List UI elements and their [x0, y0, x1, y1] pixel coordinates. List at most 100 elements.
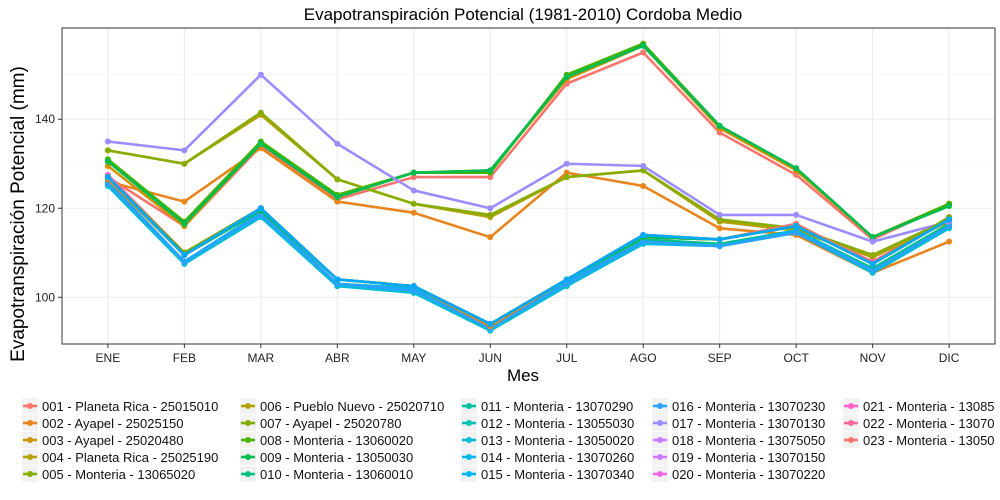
data-point	[487, 211, 494, 218]
data-point	[487, 167, 494, 174]
data-point	[487, 205, 494, 212]
data-point	[334, 276, 341, 283]
data-point	[640, 231, 647, 238]
legend-key-point	[848, 437, 854, 443]
legend-entry: 010 - Monteria - 13060010	[240, 466, 413, 482]
data-point	[946, 216, 953, 223]
x-tick-label: NOV	[860, 351, 886, 365]
legend-label: 017 - Monteria - 13070130	[672, 416, 825, 431]
legend-key-point	[657, 437, 663, 443]
x-axis: ENE FEB MAR ABR MAY JUN JUL AGO SEP OCT NOV DIC	[96, 344, 960, 365]
legend-label: 015 - Monteria - 13070340	[481, 467, 634, 482]
series-line	[106, 182, 950, 330]
y-axis-label: Evapotranspiración Potencial (mm)	[8, 66, 29, 362]
data-point	[181, 147, 188, 154]
data-point	[410, 200, 417, 207]
x-tick-label: FEB	[173, 351, 196, 365]
y-axis: 100 120 140	[35, 112, 62, 304]
legend-entry: 007 - Ayapel - 25020780	[240, 415, 401, 431]
y-tick-label: 120	[35, 201, 55, 215]
series-line	[107, 146, 950, 275]
legend-label: 023 - Monteria - 13050	[863, 433, 995, 448]
legend-key-point	[27, 420, 33, 426]
legend-label: 004 - Planeta Rica - 25025190	[42, 450, 218, 465]
legend-key-point	[466, 437, 472, 443]
legend-label: 003 - Ayapel - 25020480	[42, 433, 183, 448]
data-point	[563, 160, 570, 167]
data-point	[181, 220, 188, 227]
legend-entry: 001 - Planeta Rica - 25015010	[22, 398, 218, 414]
legend-key-point	[466, 471, 472, 477]
legend-label: 021 - Monteria - 13085	[863, 399, 995, 414]
legend-label: 007 - Ayapel - 25020780	[260, 416, 401, 431]
data-point	[104, 147, 111, 154]
legend-entry: 019 - Monteria - 13070150	[652, 449, 825, 465]
legend-entry: 002 - Ayapel - 25025150	[22, 415, 183, 431]
data-point	[869, 234, 876, 241]
legend-entry: 011 - Monteria - 13070290	[461, 398, 633, 414]
legend-entry: 017 - Monteria - 13070130	[652, 415, 825, 431]
legend-key-point	[466, 420, 472, 426]
data-point	[946, 203, 953, 210]
legend-entry: 006 - Pueblo Nuevo - 25020710	[240, 398, 444, 414]
legend-key-point	[848, 403, 854, 409]
legend-entry: 014 - Monteria - 13070260	[461, 449, 634, 465]
data-point	[563, 174, 570, 181]
legend-label: 020 - Monteria - 13070220	[672, 467, 825, 482]
legend-label: 018 - Monteria - 13075050	[672, 433, 825, 448]
series-line	[107, 44, 950, 239]
legend-key-point	[466, 403, 472, 409]
legend-label: 008 - Monteria - 13060020	[260, 433, 413, 448]
data-point	[640, 42, 647, 49]
data-point	[793, 165, 800, 172]
series-3	[104, 42, 953, 241]
data-point	[181, 251, 188, 258]
series-1	[104, 49, 953, 243]
data-point	[793, 223, 800, 230]
legend-entry: 018 - Monteria - 13075050	[652, 432, 825, 448]
plot-panel-border	[61, 27, 996, 345]
legend-label: 011 - Monteria - 13070290	[481, 399, 633, 414]
legend-entry: 021 - Monteria - 13085	[843, 398, 995, 414]
data-point	[104, 162, 111, 169]
data-point	[104, 158, 111, 165]
legend-key-point	[245, 454, 251, 460]
y-tick-label: 140	[35, 112, 55, 126]
data-point	[640, 162, 647, 169]
data-point	[257, 205, 264, 212]
data-point	[716, 236, 723, 243]
data-point	[487, 320, 494, 327]
series-7	[104, 42, 953, 241]
legend-label: 005 - Monteria - 13065020	[42, 467, 195, 482]
data-point	[640, 167, 647, 174]
legend-entry: 022 - Monteria - 13070	[843, 415, 995, 431]
legend-key-point	[657, 471, 663, 477]
data-point	[257, 140, 264, 147]
series-2	[104, 145, 953, 276]
data-point	[563, 73, 570, 80]
legend-entry: 013 - Monteria - 13050020	[461, 432, 634, 448]
series-line	[106, 176, 950, 326]
legend-key-point	[245, 471, 251, 477]
legend-key-point	[27, 454, 33, 460]
legend-entry: 003 - Ayapel - 25020480	[22, 432, 183, 448]
legend-label: 013 - Monteria - 13050020	[481, 433, 634, 448]
legend-entry: 008 - Monteria - 13060020	[240, 432, 413, 448]
x-tick-label: ABR	[325, 351, 350, 365]
legend-entry: 023 - Monteria - 13050	[843, 432, 995, 448]
series-6	[104, 40, 953, 241]
legend-key-point	[27, 437, 33, 443]
data-point	[334, 194, 341, 201]
data-point	[716, 129, 723, 136]
legend-key-point	[27, 403, 33, 409]
data-point	[716, 225, 723, 232]
y-tick-label: 100	[35, 290, 55, 304]
legend-entry: 004 - Planeta Rica - 25025190	[22, 449, 218, 465]
legend-key-point	[245, 403, 251, 409]
data-point	[716, 211, 723, 218]
data-point	[640, 49, 647, 56]
data-point	[716, 243, 723, 250]
data-point	[410, 169, 417, 176]
legend-label: 012 - Monteria - 13055030	[481, 416, 634, 431]
data-point	[869, 251, 876, 258]
